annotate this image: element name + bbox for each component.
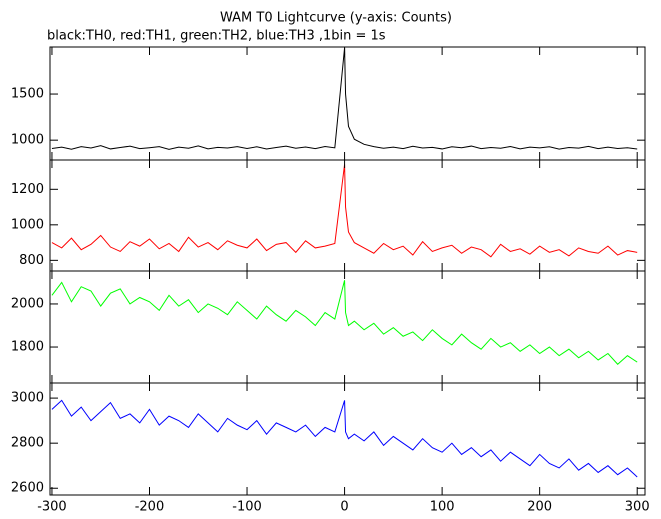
x-tick-label: 100 bbox=[430, 500, 455, 515]
y-tick-label: 1000 bbox=[11, 133, 44, 148]
series-line bbox=[51, 399, 638, 478]
x-tick-label: 0 bbox=[340, 500, 348, 515]
y-tick-label: 1500 bbox=[11, 87, 44, 102]
y-tick-label: 1800 bbox=[11, 340, 44, 355]
y-tick-label: 1000 bbox=[11, 217, 44, 232]
panel-frame bbox=[49, 270, 646, 384]
y-tick-label: 2600 bbox=[11, 481, 44, 496]
x-tick-label: -300 bbox=[37, 500, 67, 515]
panel-frame bbox=[49, 46, 646, 161]
y-tick-label: 2800 bbox=[11, 436, 44, 451]
panel-frame bbox=[49, 382, 646, 496]
series-line bbox=[51, 164, 638, 258]
x-tick-label: 300 bbox=[625, 500, 650, 515]
x-tick-label: -100 bbox=[232, 500, 262, 515]
y-tick-label: 2000 bbox=[11, 296, 44, 311]
series-line bbox=[51, 280, 638, 365]
chart-subtitle: black:TH0, red:TH1, green:TH2, blue:TH3 … bbox=[47, 29, 386, 44]
y-tick-label: 800 bbox=[19, 253, 44, 268]
y-tick-label: 1200 bbox=[11, 182, 44, 197]
x-tick-label: 200 bbox=[527, 500, 552, 515]
chart-title: WAM T0 Lightcurve (y-axis: Counts) bbox=[220, 11, 452, 26]
panel-frame bbox=[49, 159, 646, 272]
y-tick-label: 3000 bbox=[11, 391, 44, 406]
x-tick-label: -200 bbox=[135, 500, 165, 515]
series-line bbox=[51, 47, 638, 150]
